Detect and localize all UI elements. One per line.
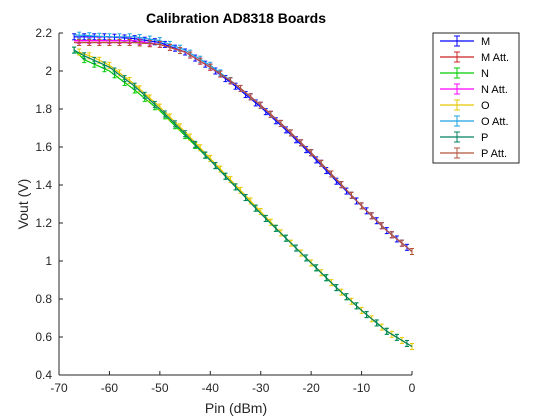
legend-label: M Att. — [481, 52, 509, 64]
x-tick-label: -60 — [101, 381, 119, 395]
y-tick-label: 0.6 — [35, 330, 52, 344]
y-tick-label: 0.8 — [35, 292, 52, 306]
x-axis-label: Pin (dBm) — [205, 400, 267, 416]
y-tick-label: 1.4 — [35, 178, 52, 192]
legend-box — [432, 32, 520, 164]
chart-title: Calibration AD8318 Boards — [146, 10, 326, 26]
legend-label: M — [481, 36, 490, 48]
y-tick-label: 0.4 — [35, 368, 52, 382]
series-line — [73, 49, 413, 348]
series-layer — [72, 31, 414, 350]
y-tick-label: 2 — [45, 64, 52, 78]
legend-label: N — [481, 68, 489, 80]
legend: M M Att. N N Att. O O Att. P P Att. — [432, 32, 520, 164]
y-tick-label: 1.2 — [35, 216, 52, 230]
legend-label: O Att. — [481, 116, 509, 128]
series-line — [74, 41, 413, 252]
legend-label: P Att. — [481, 148, 507, 160]
legend-label: O — [481, 100, 490, 112]
x-ticks: -70 -60 -50 -40 -30 -20 -10 0 — [50, 371, 416, 395]
x-tick-label: -10 — [353, 381, 371, 395]
y-tick-label: 2.2 — [35, 26, 52, 40]
x-tick-label: -20 — [302, 381, 320, 395]
y-ticks: 0.4 0.6 0.8 1 1.2 1.4 1.6 1.8 2 2.2 — [35, 26, 63, 382]
x-tick-label: -70 — [50, 381, 68, 395]
x-tick-label: -40 — [202, 381, 220, 395]
plot-area — [59, 33, 412, 375]
legend-label: P — [481, 132, 488, 144]
legend-items: M M Att. N N Att. O O Att. P P Att. — [440, 35, 509, 160]
x-tick-label: -30 — [252, 381, 270, 395]
legend-label: N Att. — [481, 84, 508, 96]
series-p-att — [74, 39, 414, 255]
y-tick-label: 1.6 — [35, 140, 52, 154]
x-tick-label: 0 — [409, 381, 416, 395]
y-tick-label: 1.8 — [35, 102, 52, 116]
axes-layer — [58, 33, 412, 376]
y-tick-label: 1 — [45, 254, 52, 268]
x-tick-label: -50 — [151, 381, 169, 395]
y-axis-label: Vout (V) — [15, 179, 31, 230]
series-p — [72, 46, 413, 348]
